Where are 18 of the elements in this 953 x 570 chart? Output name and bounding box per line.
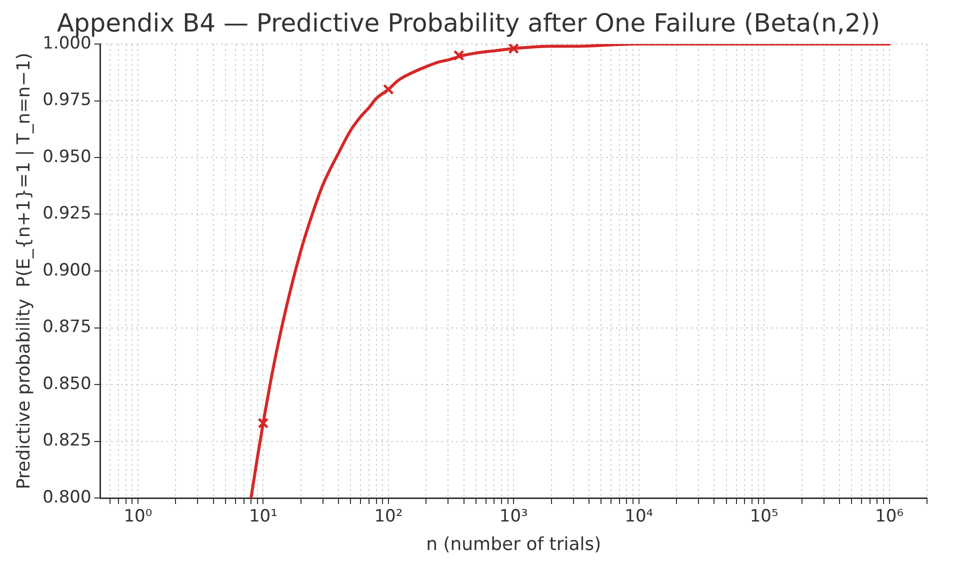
x-axis-title: n (number of trials) (426, 534, 602, 555)
y-tick-label: 0.825 (42, 430, 92, 451)
x-tick-label: 10⁵ (750, 506, 778, 527)
x-tick-label: 10² (374, 506, 403, 527)
x-tick-label: 10¹ (248, 506, 278, 527)
x-tick-label: 10⁰ (124, 506, 152, 527)
y-tick-label: 0.800 (42, 487, 92, 508)
x-tick-label: 10⁶ (875, 506, 904, 527)
y-tick-label: 0.900 (42, 260, 92, 280)
y-tick-label: 0.875 (42, 317, 92, 338)
y-tick-label: 0.950 (42, 146, 92, 167)
chart-title: Appendix B4 — Predictive Probability after One Failure (Beta(n,2)) (56, 8, 880, 38)
y-tick-label: 0.975 (42, 90, 92, 110)
x-tick-label: 10³ (499, 506, 528, 527)
y-axis-title: Predictive probability P(E_{n+1}=1 | T_n=n−1) (13, 52, 34, 490)
y-tick-label: 0.850 (42, 374, 92, 394)
y-tick-label: 0.925 (42, 204, 92, 224)
x-tick-label: 10⁴ (624, 506, 654, 527)
